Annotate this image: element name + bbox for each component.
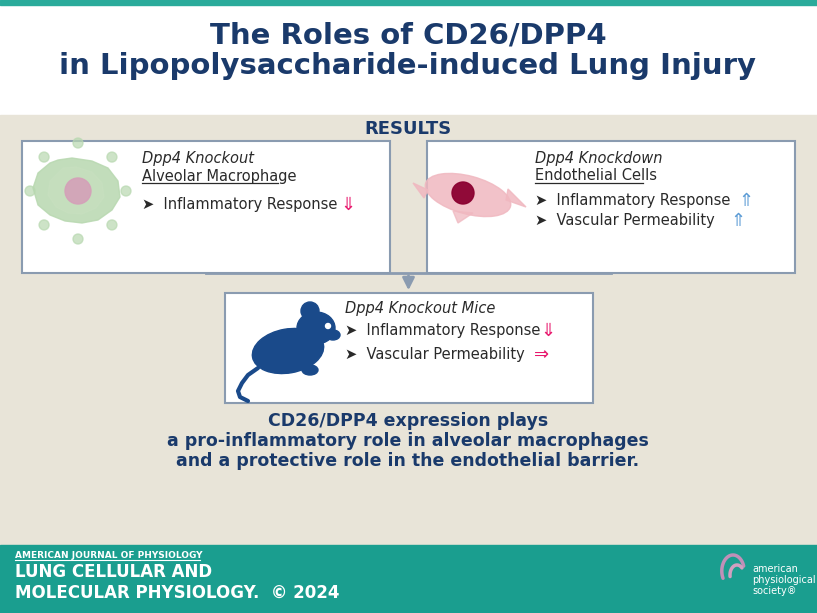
Ellipse shape (326, 330, 340, 340)
Circle shape (107, 152, 117, 162)
Circle shape (325, 324, 331, 329)
Text: AMERICAN JOURNAL OF PHYSIOLOGY: AMERICAN JOURNAL OF PHYSIOLOGY (15, 550, 203, 560)
Polygon shape (33, 158, 120, 223)
Circle shape (121, 186, 131, 196)
Text: american: american (752, 564, 798, 574)
Text: a pro-inflammatory role in alveolar macrophages: a pro-inflammatory role in alveolar macr… (167, 432, 649, 450)
Text: ⇑: ⇑ (738, 192, 753, 210)
Text: ⇓: ⇓ (540, 322, 555, 340)
Circle shape (39, 220, 49, 230)
Text: Endothelial Cells: Endothelial Cells (535, 169, 657, 183)
Polygon shape (413, 183, 428, 198)
FancyBboxPatch shape (22, 141, 390, 273)
Text: ⇑: ⇑ (730, 212, 745, 230)
Circle shape (452, 182, 474, 204)
Text: RESULTS: RESULTS (364, 120, 452, 138)
Circle shape (301, 302, 319, 320)
Text: society®: society® (752, 586, 797, 596)
Polygon shape (48, 167, 104, 214)
Text: LUNG CELLULAR AND: LUNG CELLULAR AND (15, 563, 212, 581)
FancyBboxPatch shape (427, 141, 795, 273)
Ellipse shape (252, 329, 324, 373)
Text: ➤  Inflammatory Response: ➤ Inflammatory Response (142, 197, 342, 213)
Polygon shape (453, 211, 473, 223)
Ellipse shape (297, 312, 335, 344)
Text: MOLECULAR PHYSIOLOGY.  © 2024: MOLECULAR PHYSIOLOGY. © 2024 (15, 584, 340, 602)
Text: Dpp4 Knockdown: Dpp4 Knockdown (535, 151, 663, 166)
Bar (0, 0, 817, 115)
Text: ⇓: ⇓ (340, 196, 355, 214)
Bar (0, 115, 817, 545)
FancyBboxPatch shape (225, 293, 593, 403)
Text: The Roles of CD26/DPP4: The Roles of CD26/DPP4 (210, 22, 606, 50)
Ellipse shape (302, 365, 318, 375)
Circle shape (107, 220, 117, 230)
Text: Alveolar Macrophage: Alveolar Macrophage (142, 169, 297, 183)
Text: ➤  Vascular Permeability: ➤ Vascular Permeability (535, 213, 720, 229)
Bar (0, 0, 817, 5)
Text: Dpp4 Knockout: Dpp4 Knockout (142, 151, 254, 166)
Text: ➤  Inflammatory Response: ➤ Inflammatory Response (345, 324, 545, 338)
Circle shape (65, 178, 91, 204)
Circle shape (73, 138, 83, 148)
Text: ➤  Vascular Permeability: ➤ Vascular Permeability (345, 348, 529, 362)
Ellipse shape (425, 173, 511, 216)
Text: CD26/DPP4 expression plays: CD26/DPP4 expression plays (268, 412, 548, 430)
Circle shape (39, 152, 49, 162)
Text: physiological: physiological (752, 575, 815, 585)
Text: ➤  Inflammatory Response: ➤ Inflammatory Response (535, 194, 735, 208)
Bar (0, 545, 817, 613)
Text: and a protective role in the endothelial barrier.: and a protective role in the endothelial… (176, 452, 640, 470)
Circle shape (73, 234, 83, 244)
Text: in Lipopolysaccharide-induced Lung Injury: in Lipopolysaccharide-induced Lung Injur… (60, 52, 757, 80)
Text: ⇒: ⇒ (534, 346, 549, 364)
Circle shape (25, 186, 35, 196)
Polygon shape (506, 189, 526, 207)
Text: Dpp4 Knockout Mice: Dpp4 Knockout Mice (345, 300, 495, 316)
